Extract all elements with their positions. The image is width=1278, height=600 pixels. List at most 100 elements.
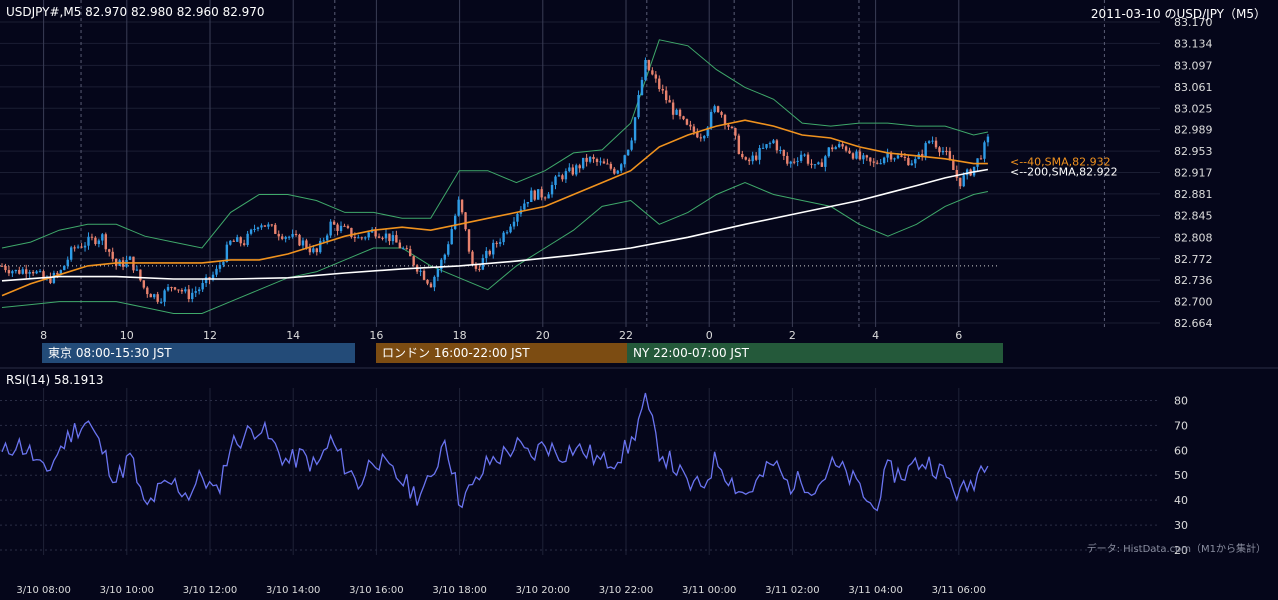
candle-body xyxy=(827,147,830,157)
candle-body xyxy=(879,163,882,165)
session-tokyo: 東京 08:00-15:30 JST xyxy=(42,343,355,363)
candle-body xyxy=(294,234,298,236)
candle-body xyxy=(49,276,52,283)
sma-annotation: <--40,SMA,82.932 xyxy=(1010,156,1111,169)
sma-annotation: <--200,SMA,82.922 xyxy=(1010,166,1118,179)
candle-body xyxy=(495,242,498,244)
candle-body xyxy=(644,60,647,80)
candle-body xyxy=(799,154,803,161)
candle-body xyxy=(817,162,820,165)
candle-body xyxy=(516,213,519,222)
y-tick-label: 83.134 xyxy=(1174,37,1213,50)
y-tick-label: 82.881 xyxy=(1174,188,1213,201)
candle-body xyxy=(146,287,149,295)
time-axis-label: 3/10 08:00 xyxy=(16,585,70,596)
candle-body xyxy=(312,248,315,253)
candle-body xyxy=(578,165,581,169)
candle-body xyxy=(848,150,851,154)
candle-body xyxy=(384,233,388,239)
x-tick-label: 10 xyxy=(120,329,134,342)
candle-body xyxy=(409,249,412,257)
candle-body xyxy=(716,106,720,113)
candle-body xyxy=(588,156,592,162)
time-axis-label: 3/11 06:00 xyxy=(932,585,986,596)
candle-body xyxy=(668,100,671,103)
time-axis-label: 3/10 20:00 xyxy=(516,585,570,596)
candle-body xyxy=(56,272,59,275)
x-tick-label: 4 xyxy=(872,329,879,342)
candle-body xyxy=(640,79,644,95)
y-tick-label: 82.664 xyxy=(1174,317,1213,330)
candle-body xyxy=(429,283,433,288)
candle-body xyxy=(211,274,215,280)
candle-body xyxy=(671,102,675,115)
candle-body xyxy=(360,237,363,239)
candle-body xyxy=(941,150,945,153)
candle-body xyxy=(21,269,24,274)
candle-body xyxy=(25,269,28,274)
candle-body xyxy=(837,144,841,148)
candle-body xyxy=(474,264,478,269)
y-tick-label: 82.736 xyxy=(1174,274,1213,287)
candle-body xyxy=(422,270,426,280)
candle-body xyxy=(903,156,907,159)
candle-body xyxy=(758,148,761,160)
time-axis-label: 3/10 10:00 xyxy=(100,585,154,596)
rsi-tick-label: 40 xyxy=(1174,494,1188,507)
candle-body xyxy=(931,140,934,142)
candle-body xyxy=(194,291,197,293)
candle-body xyxy=(737,135,741,154)
candle-body xyxy=(831,147,834,150)
candle-body xyxy=(395,235,398,243)
x-tick-label: 20 xyxy=(536,329,550,342)
candle-body xyxy=(108,249,111,252)
candle-body xyxy=(242,243,246,245)
candle-body xyxy=(149,294,152,298)
candle-body xyxy=(460,199,464,213)
candle-body xyxy=(523,203,526,210)
candle-body xyxy=(249,229,253,234)
candle-body xyxy=(768,143,772,145)
candle-body xyxy=(173,287,177,290)
candle-body xyxy=(782,150,786,156)
candle-body xyxy=(727,124,730,127)
candle-body xyxy=(135,269,139,271)
data-credit: データ: HistData.com（M1から集計） xyxy=(1086,544,1266,555)
candle-body xyxy=(339,225,343,231)
candle-body xyxy=(965,169,969,176)
candle-body xyxy=(267,224,270,227)
candle-body xyxy=(90,236,94,238)
candle-body xyxy=(554,176,557,185)
time-axis-label: 3/10 12:00 xyxy=(183,585,237,596)
candle-body xyxy=(374,229,377,237)
candle-body xyxy=(661,88,664,91)
rsi-tick-label: 60 xyxy=(1174,444,1188,457)
rsi-tick-label: 50 xyxy=(1174,469,1188,482)
candle-body xyxy=(979,158,983,160)
candle-body xyxy=(325,235,329,241)
candle-body xyxy=(730,126,734,129)
candle-body xyxy=(820,162,824,167)
candle-body xyxy=(623,155,626,165)
candle-body xyxy=(658,78,661,89)
candle-body xyxy=(177,289,180,291)
candle-body xyxy=(274,224,277,234)
candle-body xyxy=(329,221,332,236)
candle-body xyxy=(308,248,312,253)
candle-body xyxy=(222,261,225,265)
time-axis-label: 3/10 18:00 xyxy=(432,585,486,596)
candle-body xyxy=(319,240,322,253)
candle-body xyxy=(253,228,256,230)
candle-body xyxy=(163,290,166,302)
candle-body xyxy=(101,234,104,241)
candle-body xyxy=(876,162,879,164)
candle-body xyxy=(453,215,457,230)
candle-body xyxy=(436,269,440,277)
candle-body xyxy=(485,250,488,259)
y-tick-label: 82.917 xyxy=(1174,167,1213,180)
candle-body xyxy=(229,240,232,245)
candle-body xyxy=(478,268,481,270)
candle-body xyxy=(865,155,869,158)
candle-body xyxy=(696,131,699,138)
